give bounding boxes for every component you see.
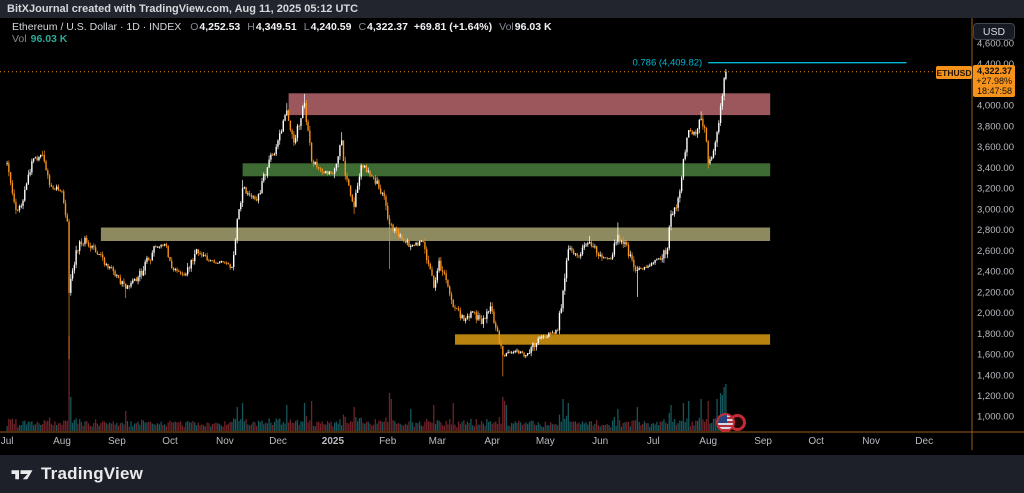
svg-text:1,000.00: 1,000.00 [977,412,1014,423]
svg-text:Nov: Nov [862,436,880,447]
svg-text:2,000.00: 2,000.00 [977,308,1014,319]
high-value: 4,349.51 [255,21,297,33]
svg-text:Aug: Aug [699,436,717,447]
symbol-price-flag[interactable]: ETHUSD [936,66,972,79]
close-label: C [358,21,367,33]
zone-green-level[interactable] [242,163,771,177]
svg-text:Dec: Dec [269,436,287,447]
svg-text:1,600.00: 1,600.00 [977,350,1014,361]
last-price-value: 4,322.37 [976,66,1012,76]
open-label: O [190,21,199,33]
symbol-price-flag-text: ETHUSD [936,67,972,78]
svg-text:4,600.00: 4,600.00 [977,39,1014,50]
svg-text:3,000.00: 3,000.00 [977,204,1014,215]
svg-text:Sep: Sep [754,436,772,447]
svg-text:Oct: Oct [162,436,178,447]
volume-study-label: Vol [12,33,27,45]
svg-text:2,600.00: 2,600.00 [977,246,1014,257]
svg-text:Jul: Jul [1,436,14,447]
svg-text:Mar: Mar [429,436,447,447]
low-label: L [303,21,310,33]
symbol-legend[interactable]: Ethereum / U.S. Dollar · 1D · INDEX O4,25… [12,21,552,45]
candles-layer [6,68,727,377]
svg-text:3,600.00: 3,600.00 [977,142,1014,153]
svg-text:2025: 2025 [322,436,345,447]
chart-area[interactable]: 0.786 (4,409.82) 1,000.00 1,200.00 1,400.00… [0,18,1024,455]
svg-text:3,400.00: 3,400.00 [977,163,1014,174]
currency-toggle-button[interactable]: USD [973,23,1015,40]
svg-text:Sep: Sep [108,436,126,447]
svg-text:Oct: Oct [808,436,824,447]
svg-text:May: May [536,436,555,447]
svg-text:4,400.00: 4,400.00 [977,59,1014,70]
usa-flag-icon [716,413,735,432]
tradingview-brand-name: TradingView [41,464,144,483]
volume-layer [6,336,727,431]
currency-toggle-label: USD [982,25,1006,38]
svg-text:Nov: Nov [216,436,234,447]
svg-text:Feb: Feb [379,436,397,447]
svg-text:3,800.00: 3,800.00 [977,121,1014,132]
attribution-bar: BitXJournal created with TradingView.com… [0,0,1024,18]
last-price-axis-box[interactable]: 4,322.37 +27.98% 18:47:58 [973,65,1015,97]
tradingview-logo-icon [11,470,33,480]
zones-layer [100,93,771,345]
usa-flag-sticker-icon[interactable] [716,412,750,436]
symbol-title[interactable]: Ethereum / U.S. Dollar · 1D · INDEX [12,21,182,33]
chart-surface[interactable]: 0.786 (4,409.82) 1,000.00 1,200.00 1,400.00… [0,18,1024,455]
change-value: +69.81 (+1.64%) [413,21,493,33]
svg-text:Apr: Apr [484,436,500,447]
high-label: H [247,21,255,33]
legend-ohlc-row: Ethereum / U.S. Dollar · 1D · INDEX O4,25… [12,21,552,33]
zone-khaki-level[interactable] [100,227,771,242]
zone-red-supply[interactable] [288,93,771,116]
svg-text:1,400.00: 1,400.00 [977,370,1014,381]
zone-gold-demand[interactable] [455,334,771,345]
svg-text:1,200.00: 1,200.00 [977,391,1014,402]
svg-text:Jun: Jun [592,436,608,447]
price-axis-labels[interactable]: 1,000.00 1,200.00 1,400.00 1,600.00 1,800.00… [977,39,1014,423]
close-value: 4,322.37 [367,21,408,33]
tradingview-logo[interactable]: TradingView [10,464,143,484]
volume-label: Vol [499,21,514,33]
svg-text:2,200.00: 2,200.00 [977,287,1014,298]
svg-text:4,000.00: 4,000.00 [977,101,1014,112]
svg-text:1,800.00: 1,800.00 [977,329,1014,340]
svg-text:2,400.00: 2,400.00 [977,267,1014,278]
low-value: 4,240.59 [310,21,352,33]
svg-text:Aug: Aug [53,436,71,447]
footer-bar: TradingView [0,455,1024,493]
svg-text:Dec: Dec [915,436,933,447]
svg-text:Jul: Jul [647,436,660,447]
volume-study-value: 96.03 K [30,33,68,45]
open-value: 4,252.53 [199,21,241,33]
volume-study-row[interactable]: Vol 96.03 K [12,33,552,45]
volume-value: 96.03 K [514,21,552,33]
time-axis-labels[interactable]: Jul Aug Sep Oct Nov Dec 2025 Feb Mar Apr May Jun Jul… [1,436,933,447]
svg-text:2,800.00: 2,800.00 [977,225,1014,236]
svg-text:3,200.00: 3,200.00 [977,184,1014,195]
bar-countdown: 18:47:58 [976,86,1012,97]
change-percent-value: +27.98% [976,76,1012,87]
fib-level-label: 0.786 (4,409.82) [632,58,702,69]
attribution-text: BitXJournal created with TradingView.com… [7,3,359,15]
